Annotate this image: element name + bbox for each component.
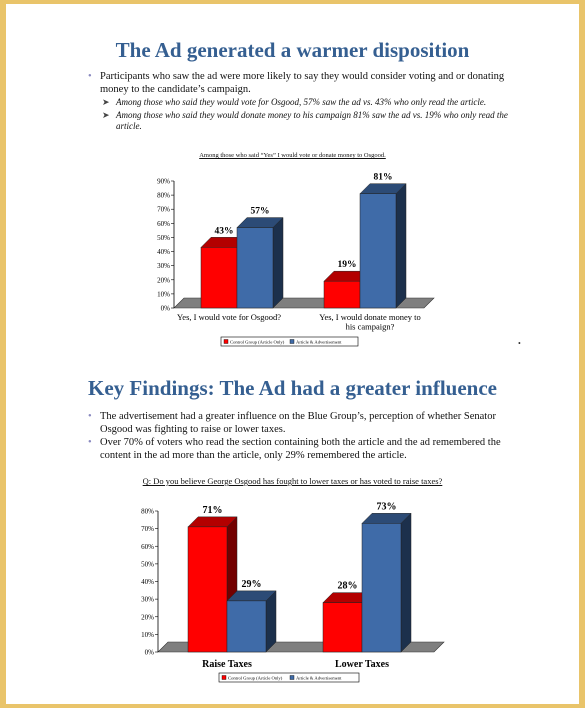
y-tick-label: 20% [141,613,154,621]
y-tick-label: 70% [157,206,170,214]
legend-box [220,336,359,347]
arrow-bullet-icon: ➤ [102,109,110,120]
y-tick-label: 0% [145,649,155,657]
y-tick-label: 10% [141,631,154,639]
slide1-sub-text: Among those who said they would vote for… [116,97,487,107]
legend-swatch [289,675,295,680]
slide2-bullet-text: The advertisement had a greater influenc… [100,411,496,435]
data-label: 19% [338,260,357,270]
y-tick-label: 60% [141,543,154,551]
y-tick-label: 20% [157,276,170,284]
bar [226,600,267,653]
bar [322,602,363,653]
data-label: 29% [242,579,262,590]
legend-label: Article & Advertisement [296,676,342,681]
bar [236,227,274,309]
chart1: 0% 10% 20% 30% 40% 50% 60% 70% 80% 90% 43% 57% Yes, … [157,173,435,347]
y-tick-label: 10% [157,290,170,298]
slide1-sub-bullet: ➤ Among those who said they would donate… [86,110,516,133]
slide1-title: The Ad generated a warmer disposition [115,38,470,62]
slide1-bullet: • Participants who saw the ad were more … [86,70,516,96]
chart2-caption: Q: Do you believe George Osgood has foug… [142,476,443,486]
slide2-bullet: • The advertisement had a greater influe… [86,410,516,436]
y-tick-label: 80% [157,192,170,200]
slide1-bullets: • Participants who saw the ad were more … [86,70,516,133]
slide2-bullet: • Over 70% of voters who read the sectio… [86,436,516,462]
bar-side [272,216,284,309]
bar-side [265,590,277,653]
data-label: 71% [203,505,223,516]
slide1-sub-text: Among those who said they would donate m… [116,109,508,132]
data-label: 43% [215,226,234,236]
y-tick-label: 90% [157,178,170,186]
y-tick-label: 60% [157,220,170,228]
y-tick-label: 50% [141,560,154,568]
bar [323,280,361,309]
bullet-dot-icon: • [88,437,92,448]
bar [187,526,228,653]
bar [361,523,402,653]
legend-swatch [289,339,295,344]
legend-label: Article & Advertisement [296,340,342,345]
y-tick-label: 30% [157,262,170,270]
category-label: Yes, I would vote for Osgood? [177,312,281,322]
bar [200,247,238,309]
slide1-sub-bullet: ➤ Among those who said they would vote f… [86,97,516,109]
category-label: his campaign? [346,322,395,332]
bar-side [400,512,412,653]
legend-box [218,672,360,683]
legend-swatch [223,339,229,344]
bar [359,193,397,309]
y-tick-label: 40% [157,248,170,256]
data-label: 57% [251,207,270,217]
bar-side [395,183,407,309]
arrow-bullet-icon: ➤ [102,97,110,107]
y-tick-label: 70% [141,525,154,533]
legend-label: Control Group (Article Only) [230,340,285,345]
bullet-dot-icon: • [88,71,92,82]
slide2-bullet-text: Over 70% of voters who read the section … [100,437,501,461]
bullet-dot-icon: • [88,411,92,422]
document-page: The Ad generated a warmer disposition • … [6,4,579,704]
category-label: Lower Taxes [335,659,389,670]
data-label: 28% [338,581,358,592]
legend-label: Control Group (Article Only) [228,676,283,681]
data-label: 73% [377,501,397,512]
y-tick-label: 80% [141,508,154,516]
y-tick-label: 0% [161,305,171,313]
y-tick-label: 30% [141,596,154,604]
stray-dot: • [518,339,521,348]
slide2-title: Key Findings: The Ad had a greater influ… [88,376,497,400]
legend-swatch [221,675,227,680]
y-tick-label: 40% [141,578,154,586]
category-label: Yes, I would donate money to [319,312,421,322]
chart1-caption: Among those who said “Yes” I would vote … [199,152,386,159]
data-label: 81% [374,173,393,183]
chart2: 0% 10% 20% 30% 40% 50% 60% 70% 80% 71% 29% Raise Ta… [141,501,445,683]
slide1-bullet-text: Participants who saw the ad were more li… [100,71,505,95]
y-tick-label: 50% [157,234,170,242]
slide2-bullets: • The advertisement had a greater influe… [86,410,516,462]
category-label: Raise Taxes [202,659,252,670]
